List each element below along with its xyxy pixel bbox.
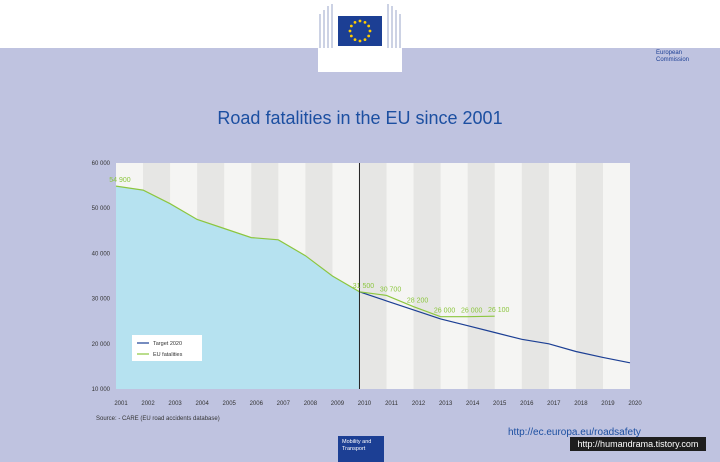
x-tick-label: 2016 — [520, 401, 534, 407]
x-tick-label: 2015 — [493, 401, 507, 407]
ec-org-name: European Commission — [656, 50, 706, 64]
y-tick-label: 20 000 — [92, 342, 111, 348]
data-label: 26 000 — [461, 308, 483, 315]
roadsafety-link[interactable]: http://ec.europa.eu/roadsafety — [508, 427, 641, 438]
x-tick-label: 2009 — [331, 401, 345, 407]
y-tick-label: 10 000 — [92, 387, 111, 393]
plot-band — [359, 163, 387, 389]
eu-star-icon — [353, 20, 357, 24]
x-tick-label: 2002 — [141, 401, 155, 407]
eu-star-icon — [349, 34, 353, 38]
x-tick-label: 2019 — [601, 401, 615, 407]
x-tick-label: 2017 — [547, 401, 561, 407]
legend-box — [132, 335, 202, 361]
eu-star-icon — [363, 20, 367, 24]
x-tick-label: 2007 — [277, 401, 291, 407]
source-note: Source: - CARE (EU road accidents databa… — [96, 416, 220, 422]
data-label: 30 700 — [380, 286, 402, 293]
data-label: 54 900 — [109, 177, 131, 184]
data-labels: 54 900 31 500 30 700 28 200 26 000 26 000 26 1… — [109, 177, 509, 315]
y-tick-label: 30 000 — [92, 297, 111, 303]
x-tick-label: 2005 — [223, 401, 237, 407]
eu-star-icon — [368, 29, 372, 33]
plot-band — [521, 163, 549, 389]
dg-line1: Mobility and — [342, 439, 372, 445]
x-tick-label: 2003 — [168, 401, 182, 407]
plot-band — [413, 163, 441, 389]
chart-title: Road fatalities in the EU since 2001 — [217, 108, 503, 128]
y-tick-label: 40 000 — [92, 251, 111, 257]
dg-mobility-transport-badge: Mobility and Transport — [338, 436, 384, 462]
eu-star-icon — [348, 29, 352, 33]
eu-star-icon — [358, 19, 362, 23]
y-axis-tick-labels: 10 000 20 000 30 000 40 000 50 000 60 000 — [92, 161, 111, 393]
series-line-0 — [359, 291, 631, 364]
chart-lines — [115, 185, 631, 364]
x-tick-label: 2018 — [574, 401, 588, 407]
x-tick-label: 2012 — [412, 401, 426, 407]
x-axis-tick-labels: 2001 2002 2003 2004 2005 2006 2007 2008 2009 2010… — [114, 401, 642, 407]
eu-star-icon — [367, 24, 371, 28]
data-label: 26 100 — [488, 307, 510, 314]
ec-org-name-line2: Commission — [656, 57, 690, 63]
x-tick-label: 2001 — [114, 401, 128, 407]
plot-band — [467, 163, 495, 389]
x-tick-label: 2011 — [385, 401, 399, 407]
x-tick-label: 2006 — [250, 401, 264, 407]
ec-building-icon — [319, 4, 401, 48]
data-label: 28 200 — [407, 298, 429, 305]
eu-star-icon — [349, 24, 353, 28]
eu-star-icon — [358, 39, 362, 43]
chart: 10 000 20 000 30 000 40 000 50 000 60 000 200… — [92, 161, 643, 407]
eu-star-icon — [353, 38, 357, 42]
eu-star-icon — [367, 34, 371, 38]
y-tick-label: 50 000 — [92, 206, 111, 212]
legend-label: EU fatalities — [153, 352, 183, 358]
data-label: 26 000 — [434, 308, 456, 315]
x-tick-label: 2008 — [304, 401, 318, 407]
legend: Target 2020 EU fatalities — [132, 335, 202, 361]
eu-star-icon — [363, 38, 367, 42]
ec-org-name-line1: European — [656, 50, 683, 56]
x-tick-label: 2020 — [628, 401, 642, 407]
y-tick-label: 60 000 — [92, 161, 111, 167]
data-label: 31 500 — [353, 283, 375, 290]
watermark: http://humandrama.tistory.com — [570, 437, 706, 451]
x-tick-label: 2013 — [439, 401, 453, 407]
series-line-1 — [115, 185, 495, 318]
x-tick-label: 2004 — [195, 401, 209, 407]
european-commission-logo: European Commission — [318, 0, 689, 72]
x-tick-label: 2010 — [358, 401, 372, 407]
x-tick-label: 2014 — [466, 401, 480, 407]
legend-label: Target 2020 — [153, 341, 182, 347]
plot-band — [575, 163, 603, 389]
dg-line2: Transport — [342, 446, 366, 452]
